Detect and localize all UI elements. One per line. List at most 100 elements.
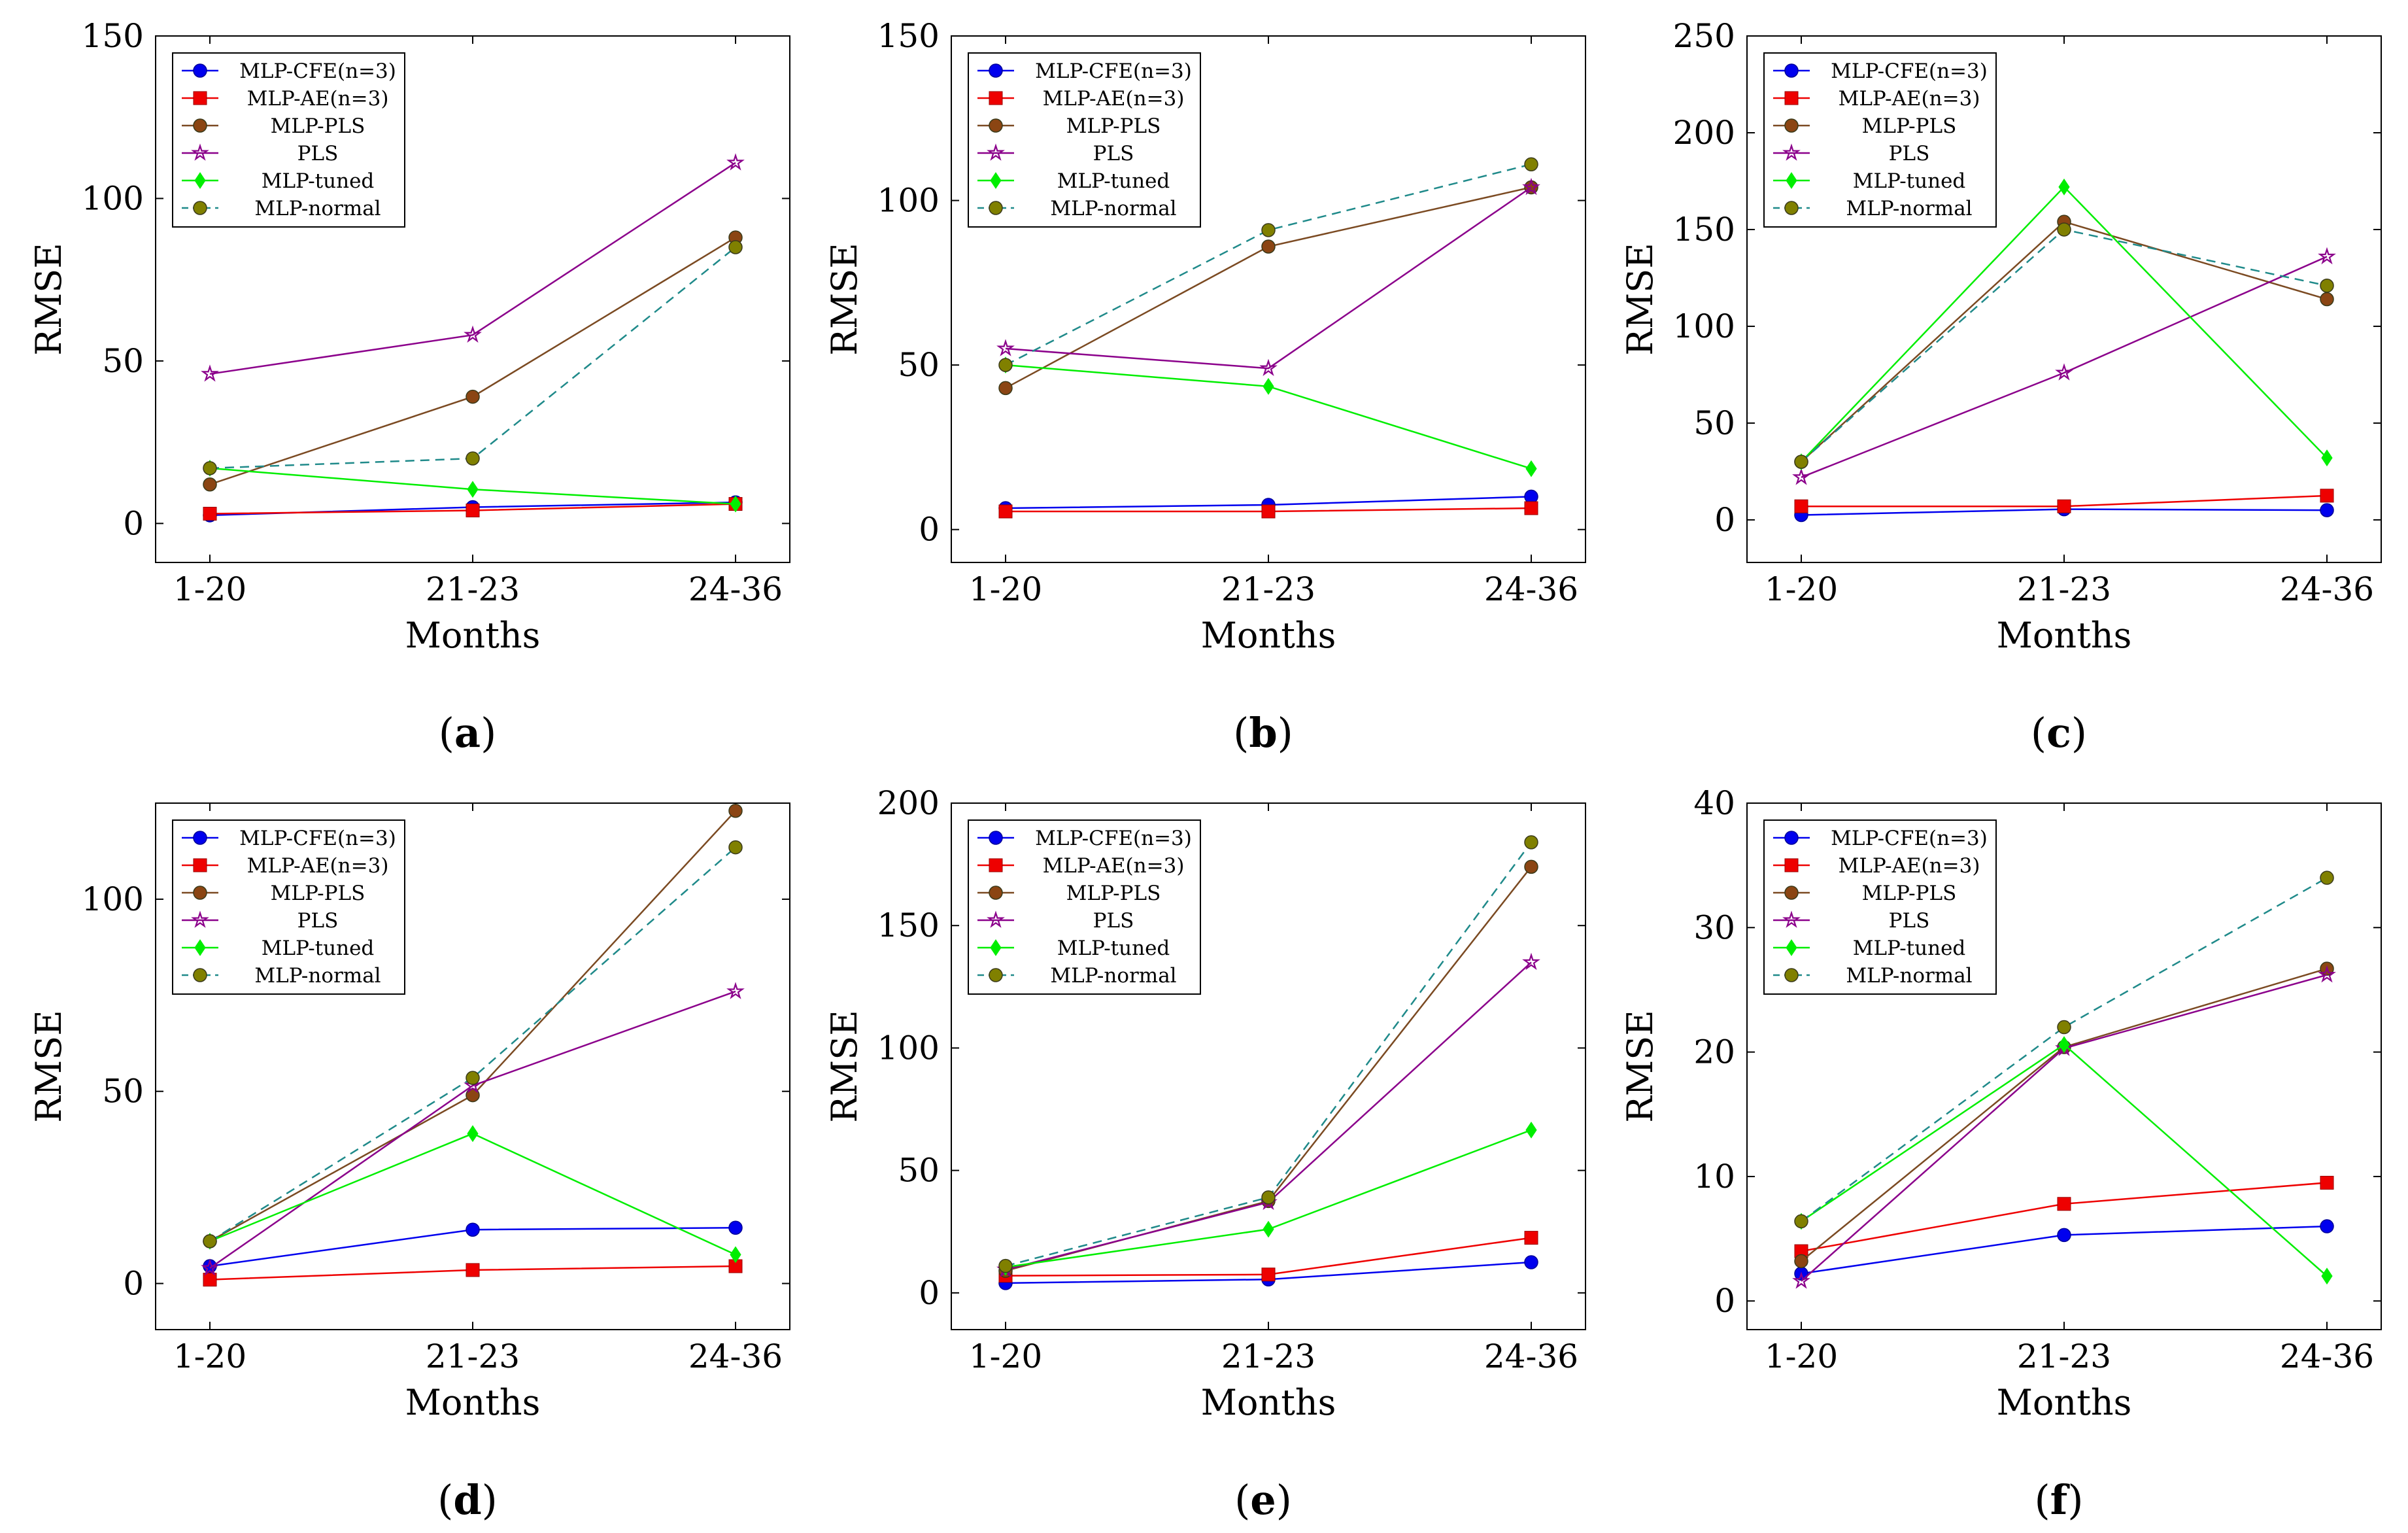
marker-PLS [987,910,1005,928]
series-MLP-normal [998,157,1538,372]
series-MLP-CFE(n=3) [203,1220,743,1273]
marker-MLP-CFE(n=3) [466,1222,480,1237]
marker-MLP-AE(n=3) [193,91,207,105]
marker-PLS [464,1076,482,1094]
marker-MLP-normal [1794,455,1808,469]
legend-entry-label: MLP-AE(n=3) [247,854,389,878]
marker-MLP-AE(n=3) [203,506,217,521]
marker-MLP-tuned [1786,939,1797,956]
marker-MLP-AE(n=3) [2320,1175,2334,1190]
chart-panel-b: 0 50 100 150 1-20 21-23 24-36 Months RMSE MLP-CFE… [824,17,1586,757]
marker-MLP-normal [193,201,207,215]
marker-MLP-AE(n=3) [2320,489,2334,503]
legend-entry-label: PLS [1093,909,1134,933]
y-tick-label: 150 [877,17,940,55]
marker-MLP-CFE(n=3) [728,1220,743,1235]
series-MLP-normal [1794,222,2334,469]
x-tick-label: 21-23 [1221,1337,1315,1375]
marker-PLS [1522,952,1540,971]
marker-MLP-CFE(n=3) [1524,489,1538,504]
marker-MLP-PLS [466,389,480,404]
marker-MLP-PLS [989,118,1003,133]
legend-entry-label: MLP-CFE(n=3) [1035,827,1192,850]
marker-PLS [987,143,1005,161]
caption-close-paren: ) [2071,709,2087,757]
marker-MLP-tuned [730,495,741,513]
y-axis-label: RMSE [1619,1010,1661,1122]
marker-MLP-CFE(n=3) [989,831,1003,845]
marker-MLP-CFE(n=3) [2057,1228,2071,1243]
y-axis-label: RMSE [824,1010,865,1122]
marker-MLP-tuned [990,172,1002,189]
marker-MLP-tuned [1263,377,1274,395]
y-tick-label: 100 [82,179,144,217]
marker-MLP-normal [193,968,207,982]
marker-MLP-tuned [2321,1267,2333,1285]
panel-caption: (b) [1233,709,1293,757]
caption-open-paren: ( [1233,709,1249,757]
caption-open-paren: ( [1234,1476,1250,1524]
legend-entry-label: MLP-tuned [1057,169,1170,193]
marker-MLP-CFE(n=3) [193,831,207,845]
marker-MLP-CFE(n=3) [989,63,1003,78]
marker-MLP-PLS [1261,239,1276,254]
y-tick-label: 30 [1693,908,1735,946]
marker-MLP-tuned [194,172,206,189]
marker-MLP-normal [989,201,1003,215]
marker-MLP-AE(n=3) [193,858,207,872]
marker-MLP-normal [1524,157,1538,171]
marker-MLP-PLS [728,804,743,818]
x-tick-label: 24-36 [1484,1337,1578,1375]
x-tick-label: 21-23 [2017,570,2111,608]
marker-MLP-normal [1794,1214,1808,1229]
marker-MLP-PLS [193,118,207,133]
marker-MLP-PLS [203,477,217,492]
marker-MLP-AE(n=3) [466,503,480,517]
legend-entry-label: MLP-PLS [1066,882,1161,905]
x-tick-label: 24-36 [688,570,783,608]
legend-entry-label: MLP-CFE(n=3) [1831,827,1988,850]
legend: MLP-CFE(n=3) MLP-AE(n=3) MLP-PLS PLS MLP-tun… [172,52,405,228]
legend-entry-label: MLP-normal [1846,964,1972,988]
y-tick-label: 100 [877,1029,940,1067]
marker-MLP-normal [728,240,743,254]
panel-caption: (c) [2031,709,2087,757]
legend: MLP-CFE(n=3) MLP-AE(n=3) MLP-PLS PLS MLP-tun… [172,819,405,995]
marker-MLP-normal [1261,223,1276,237]
caption-letter: f [2050,1476,2070,1524]
y-tick-label: 0 [1714,501,1735,539]
marker-MLP-tuned [990,939,1002,956]
marker-MLP-AE(n=3) [203,1273,217,1287]
marker-MLP-normal [1261,1190,1276,1205]
series-line-MLP-normal [1005,163,1532,366]
marker-MLP-AE(n=3) [989,91,1003,105]
series-MLP-AE(n=3) [1794,489,2334,513]
y-axis-label: RMSE [28,1010,69,1122]
marker-MLP-PLS [1784,118,1799,133]
marker-MLP-tuned [194,939,206,956]
marker-MLP-AE(n=3) [989,858,1003,872]
legend: MLP-CFE(n=3) MLP-AE(n=3) MLP-PLS PLS MLP-tun… [968,819,1201,995]
legend-entry-label: MLP-normal [254,197,381,220]
legend: MLP-CFE(n=3) MLP-AE(n=3) MLP-PLS PLS MLP-tun… [968,52,1201,228]
y-tick-label: 250 [1673,17,1735,55]
series-line-MLP-normal [1801,877,2328,1222]
marker-MLP-tuned [2058,1036,2070,1054]
y-axis-label: RMSE [824,243,865,355]
legend-entry-label: PLS [1889,909,1930,933]
marker-MLP-normal [2057,222,2071,237]
marker-PLS [1792,468,1810,485]
series-PLS [996,177,1540,376]
x-tick-label: 1-20 [969,1337,1042,1375]
caption-open-paren: ( [437,1476,453,1524]
caption-letter: a [454,709,481,757]
legend-entry-label: MLP-normal [1050,197,1176,220]
chart-panel-d: 0 50 100 1-20 21-23 24-36 Months RMSE MLP-CFE(n=… [28,802,790,1524]
panel-caption: (a) [439,709,497,757]
marker-MLP-AE(n=3) [2057,1197,2071,1211]
legend-entry-label: MLP-PLS [1862,882,1957,905]
marker-MLP-PLS [1784,886,1799,900]
series-MLP-AE(n=3) [1794,1175,2334,1258]
